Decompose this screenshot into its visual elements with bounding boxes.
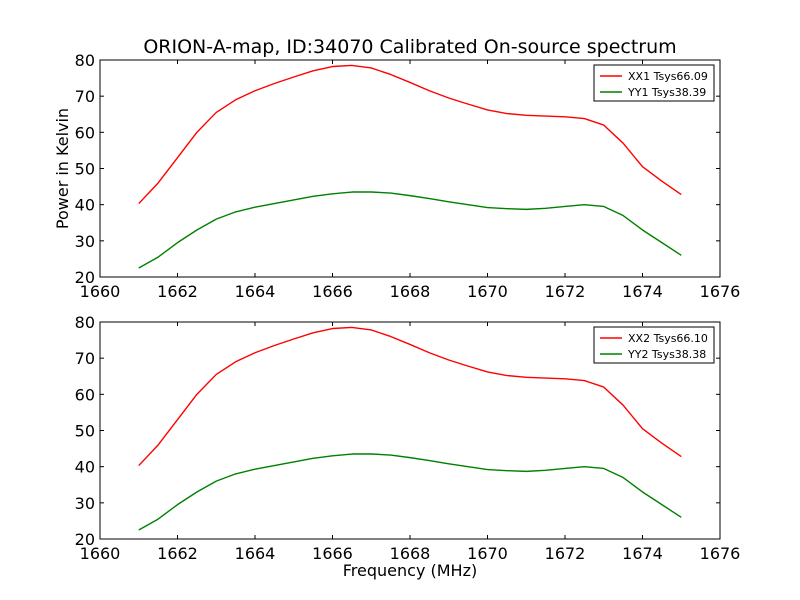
y-tick-label: 70: [75, 87, 95, 106]
x-tick-label: 1660: [80, 544, 121, 563]
x-tick-label: 1664: [235, 282, 276, 301]
y-tick-label: 80: [75, 51, 95, 70]
x-tick-label: 1672: [545, 282, 586, 301]
y-tick-label: 80: [75, 313, 95, 332]
y-tick-label: 30: [75, 494, 95, 513]
x-tick-label: 1668: [390, 544, 431, 563]
y-tick-label: 20: [75, 268, 95, 287]
x-tick-label: 1670: [467, 282, 508, 301]
y-tick-label: 60: [75, 385, 95, 404]
x-tick-label: 1662: [157, 282, 198, 301]
series-line-xx1-tsys66-09: [138, 64, 682, 205]
x-tick-label: 1674: [622, 282, 663, 301]
chart-panel-top: 1660 1662 1664 1666 1668 1670 1672 1674 1676 20 30…: [53, 51, 740, 301]
x-tick-label: 1676: [700, 544, 741, 563]
y-tick-label: 60: [75, 123, 95, 142]
legend-label: XX2 Tsys66.10: [628, 332, 708, 345]
series-line-yy1-tsys38-39: [138, 191, 682, 269]
legend: XX1 Tsys66.09 YY1 Tsys38.39: [593, 64, 715, 102]
x-tick-label: 1666: [312, 282, 353, 301]
series-line-yy2-tsys38-38: [138, 453, 682, 531]
x-tick-label: 1676: [700, 282, 741, 301]
y-tick-label: 40: [75, 196, 95, 215]
x-tick-label: 1670: [467, 544, 508, 563]
figure-title: ORION-A-map, ID:34070 Calibrated On-sour…: [143, 36, 676, 58]
x-tick-label: 1668: [390, 282, 431, 301]
x-tick-label: 1664: [235, 544, 276, 563]
x-tick-label: 1662: [157, 544, 198, 563]
series-line-xx2-tsys66-10: [138, 326, 682, 467]
legend-label: YY1 Tsys38.39: [627, 86, 706, 99]
x-axis-title: Frequency (MHz): [343, 561, 477, 580]
y-tick-label: 50: [75, 160, 95, 179]
legend-box: [593, 326, 715, 364]
legend-box: [593, 64, 715, 102]
y-tick-label: 50: [75, 422, 95, 441]
x-tick-label: 1666: [312, 544, 353, 563]
x-tick-label: 1674: [622, 544, 663, 563]
legend-label: YY2 Tsys38.38: [627, 348, 706, 361]
legend: XX2 Tsys66.10 YY2 Tsys38.38: [593, 326, 715, 364]
y-tick-label: 40: [75, 458, 95, 477]
chart-panel-bottom: 1660 1662 1664 1666 1668 1670 1672 1674 1676 20 30…: [75, 313, 741, 580]
y-tick-label: 20: [75, 530, 95, 549]
y-tick-label: 30: [75, 232, 95, 251]
y-tick-label: 70: [75, 349, 95, 368]
legend-label: XX1 Tsys66.09: [628, 70, 708, 83]
x-tick-label: 1672: [545, 544, 586, 563]
y-axis-title: Power in Kelvin: [53, 108, 72, 229]
x-tick-label: 1660: [80, 282, 121, 301]
